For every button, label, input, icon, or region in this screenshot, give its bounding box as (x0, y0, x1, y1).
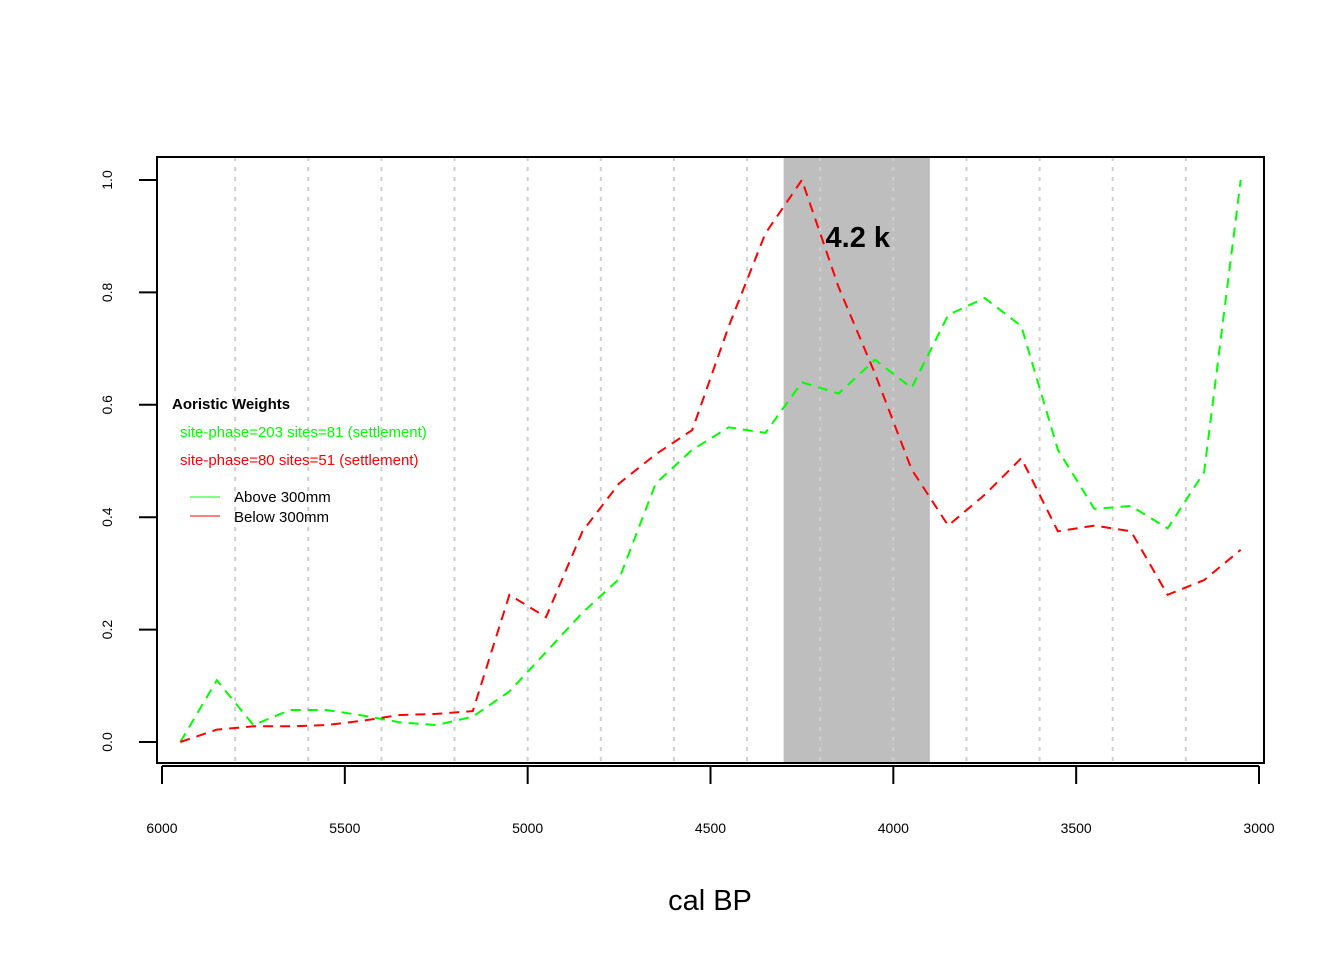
y-axis: 0.0 0.2 0.4 0.6 0.8 1.0 (99, 170, 157, 752)
x-axis: 6000 5500 5000 4500 4000 3500 3000 (146, 765, 1275, 836)
plot-frame (156, 156, 1265, 764)
legend-title: Aoristic Weights (172, 396, 290, 413)
x-tick-label-6000: 6000 (146, 820, 177, 836)
x-tick-label-4000: 4000 (878, 820, 909, 836)
legend: Aoristic Weights site-phase=203 sites=81… (172, 396, 427, 526)
series-line-below-300mm (179, 177, 1242, 743)
x-tick-label-5500: 5500 (329, 820, 360, 836)
legend-entry-below: Below 300mm (234, 509, 329, 526)
y-tick-label-1: 1.0 (99, 170, 115, 190)
x-tick-label-4500: 4500 (695, 820, 726, 836)
shaded-region-label: 4.2 k (826, 222, 891, 254)
series-line-above-300mm (179, 179, 1242, 743)
x-tick-label-3500: 3500 (1061, 820, 1092, 836)
shade-layer (783, 157, 930, 763)
y-tick-label-0-4: 0.4 (99, 507, 115, 527)
grid-layer (234, 157, 1187, 763)
y-tick-label-0-6: 0.6 (99, 395, 115, 415)
legend-info-line-green: site-phase=203 sites=81 (settlement) (180, 424, 427, 441)
x-tick-label-5000: 5000 (512, 820, 543, 836)
y-tick-label-0-8: 0.8 (99, 282, 115, 302)
legend-info-line-red: site-phase=80 sites=51 (settlement) (180, 452, 418, 469)
legend-entry-above: Above 300mm (234, 489, 331, 506)
series-layer (179, 177, 1242, 743)
y-tick-label-0: 0.0 (99, 732, 115, 752)
shaded-region-4-2k (783, 157, 930, 763)
y-tick-label-0-2: 0.2 (99, 620, 115, 640)
x-axis-title: cal BP (668, 885, 752, 917)
x-tick-label-3000: 3000 (1243, 820, 1274, 836)
